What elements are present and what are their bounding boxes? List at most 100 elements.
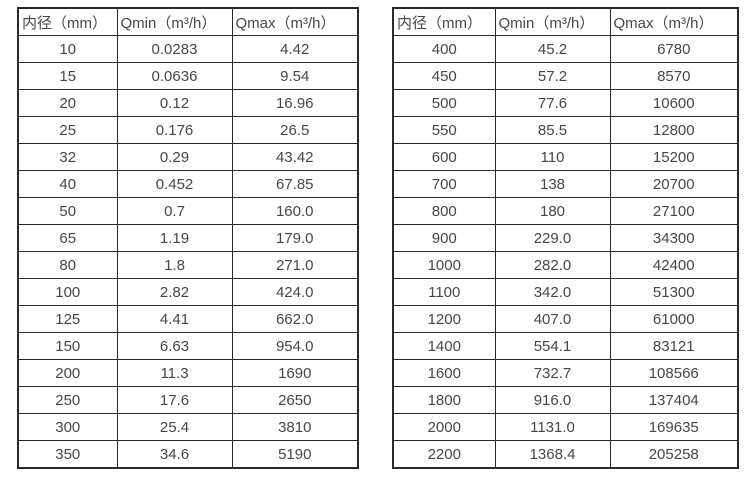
table-row: 1000 282.0 42400: [392, 251, 739, 279]
column-header: Qmax（m³/h）: [609, 7, 739, 36]
table-cell: 138: [494, 170, 611, 198]
column-header: Qmax（m³/h）: [231, 7, 359, 36]
table-cell: 34300: [609, 224, 739, 252]
table-row: 40 0.452 67.85: [17, 170, 359, 198]
table-cell: 16.96: [231, 89, 359, 117]
table-row: 250 17.6 2650: [17, 386, 359, 414]
table-row: 125 4.41 662.0: [17, 305, 359, 333]
table-cell: 0.29: [116, 143, 233, 171]
table-cell: 32: [17, 143, 118, 171]
table-cell: 100: [17, 278, 118, 306]
table-cell: 550: [392, 116, 496, 144]
table-row: 25 0.176 26.5: [17, 116, 359, 144]
table-cell: 15: [17, 62, 118, 90]
table-cell: 4.41: [116, 305, 233, 333]
table-cell: 400: [392, 35, 496, 63]
table-cell: 1800: [392, 386, 496, 414]
column-header: Qmin（m³/h）: [494, 7, 611, 36]
table-cell: 1.8: [116, 251, 233, 279]
table-row: 500 77.6 10600: [392, 89, 739, 117]
table-cell: 65: [17, 224, 118, 252]
table-cell: 0.176: [116, 116, 233, 144]
table-cell: 916.0: [494, 386, 611, 414]
table-cell: 1000: [392, 251, 496, 279]
table-row: 450 57.2 8570: [392, 62, 739, 90]
table-cell: 350: [17, 440, 118, 469]
table-cell: 0.0283: [116, 35, 233, 63]
header-row: 内径（mm） Qmin（m³/h） Qmax（m³/h）: [392, 7, 739, 36]
table-cell: 271.0: [231, 251, 359, 279]
table-row: 1200 407.0 61000: [392, 305, 739, 333]
table-cell: 42400: [609, 251, 739, 279]
table-cell: 800: [392, 197, 496, 225]
table-row: 800 180 27100: [392, 197, 739, 225]
table-cell: 15200: [609, 143, 739, 171]
table-cell: 26.5: [231, 116, 359, 144]
table-cell: 110: [494, 143, 611, 171]
table-cell: 4.42: [231, 35, 359, 63]
table-cell: 1600: [392, 359, 496, 387]
table-row: 1100 342.0 51300: [392, 278, 739, 306]
flow-spec-table-small-diameters: 内径（mm） Qmin（m³/h） Qmax（m³/h） 10 0.0283 4.42 15…: [17, 7, 359, 469]
table-cell: 300: [17, 413, 118, 441]
table-cell: 282.0: [494, 251, 611, 279]
table-cell: 150: [17, 332, 118, 360]
table-row: 350 34.6 5190: [17, 440, 359, 469]
table-cell: 0.452: [116, 170, 233, 198]
table-cell: 25: [17, 116, 118, 144]
table-row: 65 1.19 179.0: [17, 224, 359, 252]
table-cell: 67.85: [231, 170, 359, 198]
column-header: Qmin（m³/h）: [116, 7, 233, 36]
table-cell: 205258: [609, 440, 739, 469]
table-cell: 0.0636: [116, 62, 233, 90]
table-cell: 8570: [609, 62, 739, 90]
table-cell: 11.3: [116, 359, 233, 387]
table-cell: 732.7: [494, 359, 611, 387]
table-cell: 700: [392, 170, 496, 198]
table-row: 600 110 15200: [392, 143, 739, 171]
table-cell: 125: [17, 305, 118, 333]
table-cell: 80: [17, 251, 118, 279]
table-cell: 1.19: [116, 224, 233, 252]
table-row: 50 0.7 160.0: [17, 197, 359, 225]
table-row: 15 0.0636 9.54: [17, 62, 359, 90]
header-row: 内径（mm） Qmin（m³/h） Qmax（m³/h）: [17, 7, 359, 36]
table-row: 150 6.63 954.0: [17, 332, 359, 360]
table-cell: 900: [392, 224, 496, 252]
table-row: 2000 1131.0 169635: [392, 413, 739, 441]
table-row: 200 11.3 1690: [17, 359, 359, 387]
table-cell: 662.0: [231, 305, 359, 333]
table-cell: 1131.0: [494, 413, 611, 441]
table-cell: 1368.4: [494, 440, 611, 469]
table-row: 550 85.5 12800: [392, 116, 739, 144]
table-row: 2200 1368.4 205258: [392, 440, 739, 469]
table-row: 1400 554.1 83121: [392, 332, 739, 360]
table-cell: 83121: [609, 332, 739, 360]
table-cell: 407.0: [494, 305, 611, 333]
table-cell: 9.54: [231, 62, 359, 90]
table-cell: 1400: [392, 332, 496, 360]
table-cell: 34.6: [116, 440, 233, 469]
table-cell: 6.63: [116, 332, 233, 360]
column-header: 内径（mm）: [392, 7, 496, 36]
table-cell: 342.0: [494, 278, 611, 306]
table-cell: 25.4: [116, 413, 233, 441]
table-cell: 1100: [392, 278, 496, 306]
table-row: 32 0.29 43.42: [17, 143, 359, 171]
table-cell: 2650: [231, 386, 359, 414]
flow-spec-table-large-diameters: 内径（mm） Qmin（m³/h） Qmax（m³/h） 400 45.2 6780 450…: [392, 7, 739, 469]
flow-spec-page: 内径（mm） Qmin（m³/h） Qmax（m³/h） 10 0.0283 4.42 15…: [17, 7, 739, 469]
table-cell: 554.1: [494, 332, 611, 360]
table-cell: 10600: [609, 89, 739, 117]
table-cell: 10: [17, 35, 118, 63]
table-cell: 450: [392, 62, 496, 90]
table-cell: 229.0: [494, 224, 611, 252]
table-cell: 51300: [609, 278, 739, 306]
table-cell: 85.5: [494, 116, 611, 144]
table-row: 80 1.8 271.0: [17, 251, 359, 279]
column-header: 内径（mm）: [17, 7, 118, 36]
table-cell: 2200: [392, 440, 496, 469]
table-cell: 5190: [231, 440, 359, 469]
table-cell: 12800: [609, 116, 739, 144]
table-cell: 20: [17, 89, 118, 117]
